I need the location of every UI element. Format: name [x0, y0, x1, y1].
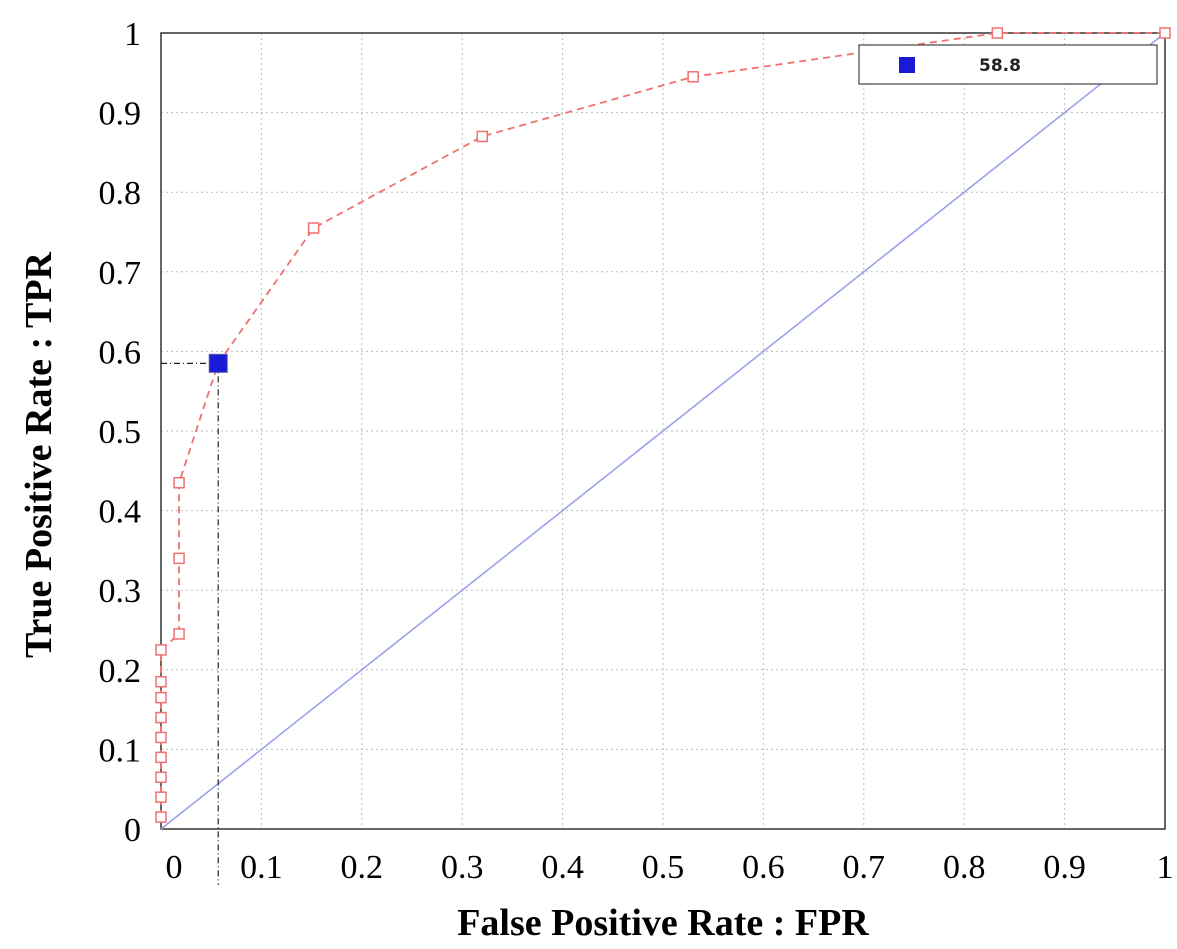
legend-swatch — [899, 57, 915, 73]
x-tick-label: 0.7 — [843, 849, 886, 886]
roc-point-marker — [155, 731, 167, 744]
y-tick-labels: 0 0.1 0.2 0.3 0.4 0.5 0.6 0.7 0.8 0.9 1 — [99, 16, 142, 849]
x-tick-label: 0.5 — [642, 849, 685, 886]
marker-layer — [155, 27, 1171, 823]
y-tick-label: 0.4 — [99, 494, 142, 531]
x-tick-label: 0.9 — [1043, 849, 1086, 886]
x-tick-label: 1 — [1157, 849, 1174, 886]
y-tick-label: 0.2 — [99, 653, 142, 690]
roc-point-marker — [173, 552, 185, 565]
roc-point-marker — [155, 711, 167, 724]
roc-point-marker — [173, 628, 185, 640]
x-tick-labels: 0 0.1 0.2 0.3 0.4 0.5 0.6 0.7 0.8 0.9 1 — [166, 849, 1174, 886]
roc-point-marker — [173, 476, 185, 489]
x-tick-label: 0.1 — [240, 849, 283, 886]
series-layer — [160, 32, 1166, 830]
x-tick-label: 0 — [166, 849, 183, 886]
roc-point-marker — [155, 771, 167, 784]
roc-point-marker — [155, 751, 167, 764]
roc-point-marker — [307, 222, 320, 234]
roc-point-marker — [155, 644, 167, 656]
roc-point-marker — [1159, 27, 1171, 39]
y-tick-label: 1 — [124, 16, 141, 53]
roc-point-marker — [991, 27, 1004, 39]
legend: 58.8 — [858, 44, 1158, 85]
grid — [160, 32, 1166, 830]
roc-point-marker — [476, 130, 489, 143]
y-tick-label: 0 — [124, 812, 141, 849]
x-tick-label: 0.8 — [943, 849, 986, 886]
highlight-point-marker — [208, 353, 228, 373]
y-axis-title: True Positive Rate : TPR — [18, 251, 60, 658]
roc-point-marker — [155, 691, 167, 704]
x-tick-label: 0.6 — [742, 849, 785, 886]
roc-point-marker — [155, 811, 167, 823]
highlight-guides — [161, 362, 219, 885]
x-tick-label: 0.3 — [441, 849, 484, 886]
y-tick-label: 0.6 — [99, 334, 142, 371]
x-axis-title: False Positive Rate : FPR — [457, 902, 869, 944]
roc-point-marker — [155, 791, 167, 803]
x-tick-label: 0.4 — [541, 849, 584, 886]
y-tick-label: 0.7 — [99, 255, 142, 292]
x-tick-label: 0.2 — [341, 849, 384, 886]
roc-point-marker — [687, 71, 699, 83]
y-tick-label: 0.5 — [99, 414, 142, 451]
legend-label: 58.8 — [979, 56, 1021, 76]
y-tick-label: 0.1 — [99, 732, 142, 769]
roc-point-marker — [155, 675, 167, 688]
plot-frame — [160, 32, 1166, 830]
diagonal-reference-line — [160, 32, 1166, 830]
y-tick-label: 0.8 — [99, 175, 142, 212]
y-tick-label: 0.3 — [99, 573, 142, 610]
y-tick-label: 0.9 — [99, 96, 142, 133]
